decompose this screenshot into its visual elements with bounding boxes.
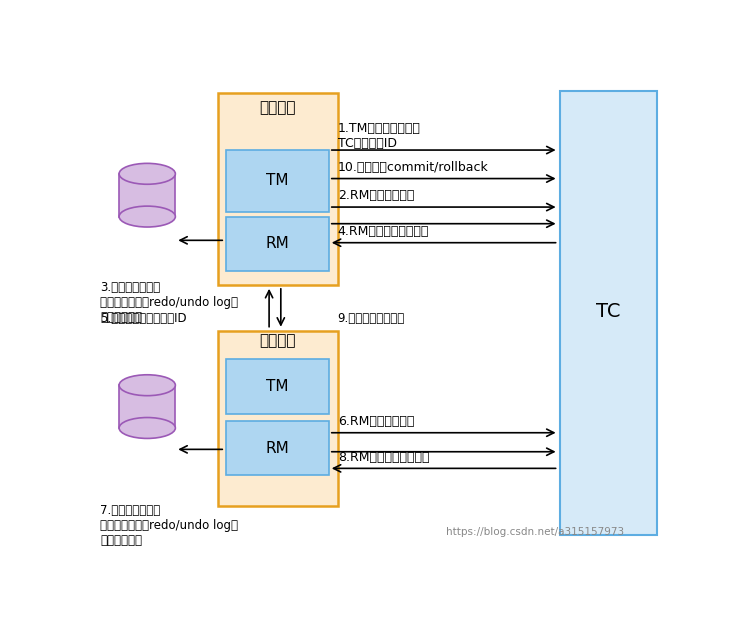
FancyBboxPatch shape: [226, 359, 329, 414]
Ellipse shape: [119, 418, 175, 439]
Text: https://blog.csdn.net/a315157973: https://blog.csdn.net/a315157973: [446, 528, 624, 537]
Bar: [119, 174, 175, 217]
Text: 7.开启本地事务，
执行业务，保存redo/undo log，
提交本地事务: 7.开启本地事务， 执行业务，保存redo/undo log， 提交本地事务: [101, 504, 238, 547]
Ellipse shape: [119, 375, 175, 395]
Text: RM: RM: [265, 236, 290, 251]
FancyBboxPatch shape: [226, 217, 329, 271]
Text: 9.返回远程调用成功: 9.返回远程调用成功: [338, 312, 405, 325]
Text: 2.RM注册分支事务: 2.RM注册分支事务: [338, 189, 414, 202]
Text: 积分服务: 积分服务: [259, 333, 296, 348]
Ellipse shape: [119, 164, 175, 184]
Bar: [119, 385, 175, 428]
Text: TM: TM: [266, 173, 289, 188]
Text: TM: TM: [266, 379, 289, 394]
Text: RM: RM: [265, 441, 290, 456]
Ellipse shape: [119, 206, 175, 227]
Text: 8.RM告知分支事务完成: 8.RM告知分支事务完成: [338, 450, 429, 463]
Text: 10.发起全局commit/rollback: 10.发起全局commit/rollback: [338, 161, 488, 174]
FancyBboxPatch shape: [218, 331, 338, 507]
Text: 5.远程调用，透传事务ID: 5.远程调用，透传事务ID: [101, 312, 187, 325]
FancyBboxPatch shape: [560, 91, 657, 535]
Text: 6.RM注册分支事务: 6.RM注册分支事务: [338, 415, 414, 428]
FancyBboxPatch shape: [218, 93, 338, 286]
Text: 4.RM告知分支事务完成: 4.RM告知分支事务完成: [338, 225, 429, 238]
Text: TC: TC: [596, 302, 621, 321]
Text: 余额服务: 余额服务: [259, 100, 296, 115]
Text: 3.开启本地事务，
执行业务，保存redo/undo log，
提交本地事务: 3.开启本地事务， 执行业务，保存redo/undo log， 提交本地事务: [101, 281, 238, 324]
FancyBboxPatch shape: [226, 421, 329, 476]
FancyBboxPatch shape: [226, 150, 329, 212]
Text: 1.TM申请开启事务，
TC返回事务ID: 1.TM申请开启事务， TC返回事务ID: [338, 122, 420, 149]
